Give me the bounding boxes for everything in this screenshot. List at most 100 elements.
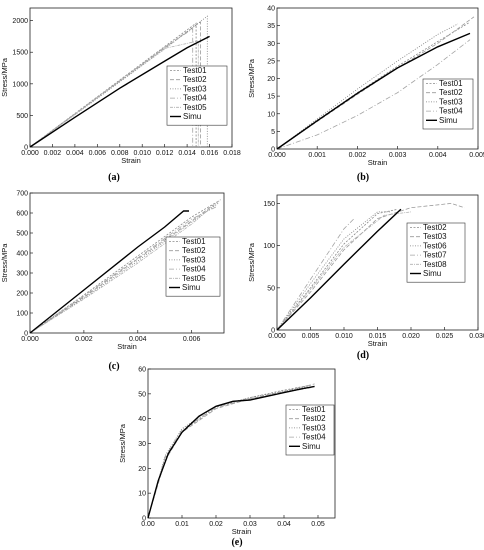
legend-entry: Test02 (423, 223, 447, 232)
x-tick-label: 0.012 (156, 150, 174, 157)
y-tick-label: 20 (267, 76, 275, 83)
x-tick-label: 0.014 (178, 150, 196, 157)
x-tick-label: 0.010 (335, 333, 353, 340)
series-line-test08 (276, 211, 412, 331)
x-tick-label: 0.000 (268, 152, 286, 159)
legend-entry: Test04 (182, 265, 206, 274)
series-line-simu (29, 35, 210, 148)
series-line-simu (29, 210, 189, 334)
x-axis-title: Strain (117, 342, 137, 351)
legend-box (165, 236, 221, 297)
legend-box (406, 222, 466, 283)
legend-entry: Simu (302, 442, 320, 451)
y-tick-label: 10 (267, 111, 275, 118)
legend-entry: Test01 (439, 79, 463, 88)
series-line-test04 (276, 39, 471, 150)
y-tick-label: 30 (138, 441, 146, 448)
x-tick-label: 0.010 (133, 150, 151, 157)
y-tick-label: 500 (16, 231, 28, 238)
x-tick-label: 0.00 (141, 521, 155, 528)
x-tick-label: 0.000 (21, 150, 39, 157)
series-line-simu (276, 208, 402, 331)
series-line-test05 (29, 198, 222, 334)
y-tick-label: 100 (263, 243, 275, 250)
x-tick-label: 0.020 (402, 333, 420, 340)
x-tick-label: 0.015 (369, 333, 387, 340)
legend-entry: Test04 (302, 433, 326, 442)
panel-label: (e) (231, 537, 242, 548)
panel-label: (a) (108, 172, 120, 183)
x-tick-label: 0.006 (183, 336, 201, 343)
series-line-simu (147, 385, 315, 519)
y-axis-title: Stress/MPa (247, 242, 256, 282)
y-tick-label: 10 (138, 491, 146, 498)
y-axis-title: Stress/MPa (0, 243, 9, 283)
legend-entry: Test06 (423, 241, 447, 250)
legend-entry: Simu (423, 269, 441, 278)
legend-entry: Test03 (439, 97, 463, 106)
x-tick-label: 0.018 (223, 150, 241, 157)
legend-entry: Test04 (439, 107, 463, 116)
series-line-test04 (29, 28, 194, 148)
x-axis-title: Strain (368, 339, 388, 348)
y-tick-label: 0 (271, 328, 275, 335)
y-tick-label: 700 (16, 191, 28, 198)
legend-entry: Test07 (423, 251, 447, 260)
x-axis-title: Strain (121, 156, 141, 165)
legend-entry: Test05 (183, 103, 207, 112)
y-tick-label: 20 (138, 466, 146, 473)
x-tick-label: 0.000 (21, 336, 39, 343)
y-tick-label: 600 (16, 211, 28, 218)
series-line-test01 (276, 21, 471, 150)
y-tick-label: 0 (271, 147, 275, 154)
x-tick-label: 0.006 (89, 150, 107, 157)
x-tick-label: 0.04 (277, 521, 291, 528)
legend-entry: Test04 (183, 94, 207, 103)
y-tick-label: 40 (138, 416, 146, 423)
x-tick-label: 0.004 (129, 336, 147, 343)
x-tick-label: 0.003 (389, 152, 407, 159)
x-axis-title: Strain (232, 527, 252, 536)
y-tick-label: 2000 (12, 18, 28, 25)
x-tick-label: 0.005 (469, 152, 484, 159)
y-tick-label: 5 (271, 129, 275, 136)
y-tick-label: 50 (267, 285, 275, 292)
y-tick-label: 15 (267, 94, 275, 101)
legend-entry: Test01 (182, 237, 206, 246)
panel-label: (c) (108, 361, 119, 372)
y-tick-label: 0 (24, 331, 28, 338)
y-tick-label: 400 (16, 251, 28, 258)
legend-entry: Test02 (302, 414, 326, 423)
legend-entry: Test05 (182, 274, 206, 283)
y-tick-label: 30 (267, 41, 275, 48)
panel-label: (b) (357, 172, 369, 183)
x-tick-label: 0.025 (436, 333, 454, 340)
legend-entry: Test02 (183, 75, 207, 84)
legend-entry: Test01 (183, 66, 207, 75)
series-line-test04 (147, 387, 312, 519)
y-tick-label: 150 (263, 201, 275, 208)
y-tick-label: 1000 (12, 81, 28, 88)
y-tick-label: 300 (16, 271, 28, 278)
series-line-simu (276, 32, 471, 150)
series-line-test02 (29, 204, 214, 334)
x-tick-label: 0.002 (349, 152, 367, 159)
x-tick-label: 0.03 (243, 521, 257, 528)
y-tick-label: 500 (16, 113, 28, 120)
x-tick-label: 0.002 (75, 336, 93, 343)
y-tick-label: 60 (138, 367, 146, 374)
legend-entry: Test08 (423, 260, 447, 269)
y-tick-label: 50 (138, 391, 146, 398)
y-tick-label: 25 (267, 58, 275, 65)
panel-a: 0.000 0.002 0.004 0.006 0.008 0.010 0.012 0.014… (0, 7, 241, 183)
series-line-test03 (276, 202, 465, 331)
x-tick-label: 0.002 (44, 150, 62, 157)
x-tick-label: 0.05 (311, 521, 325, 528)
panel-d: 0.000 0.005 0.010 0.015 0.020 0.025 0.030 0 50 10… (247, 194, 484, 361)
x-tick-label: 0.008 (111, 150, 129, 157)
x-tick-label: 0.02 (209, 521, 223, 528)
x-tick-label: 0.01 (175, 521, 189, 528)
panel-label: (d) (357, 350, 369, 361)
panel-b: 0.000 0.001 0.002 0.003 0.004 0.005 0 5 10 15 20 25… (247, 6, 484, 184)
